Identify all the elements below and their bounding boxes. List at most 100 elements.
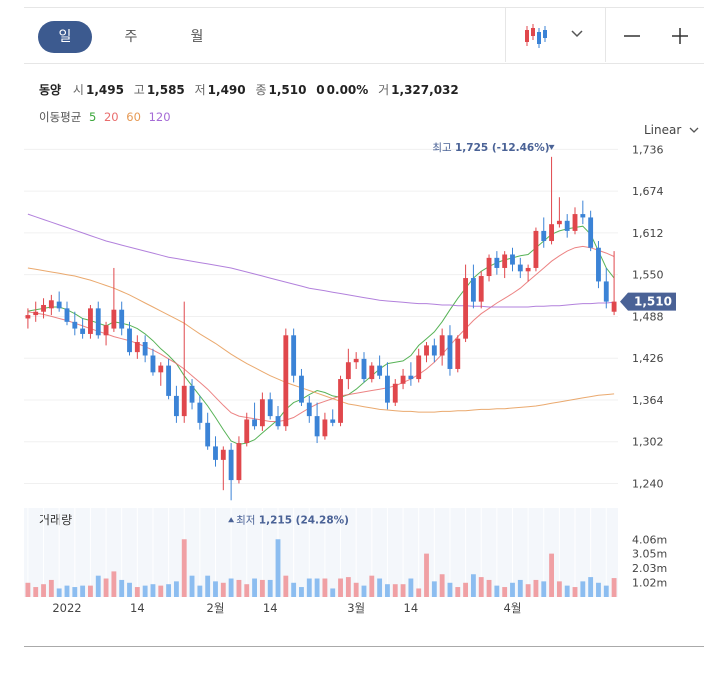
high-annotation-label: 최고 bbox=[432, 142, 455, 154]
x-tick-label: 3월 bbox=[347, 601, 365, 615]
candle bbox=[181, 301, 187, 423]
chevron-down-icon bbox=[571, 30, 583, 38]
volume-bar bbox=[603, 585, 609, 597]
volume-bar bbox=[353, 582, 359, 597]
candle-body bbox=[408, 375, 414, 380]
volume-bar bbox=[361, 585, 367, 597]
candle bbox=[400, 368, 406, 390]
volume-bar bbox=[408, 578, 414, 597]
chart-type-selector[interactable] bbox=[522, 22, 592, 50]
candle-body bbox=[455, 338, 461, 369]
period-tabs: 일 주 월 bbox=[38, 21, 236, 53]
candle bbox=[556, 197, 562, 228]
volume-bar bbox=[173, 581, 179, 597]
candle bbox=[463, 264, 469, 343]
volume-bar bbox=[392, 584, 398, 597]
low-value: 1,490 bbox=[207, 83, 246, 97]
candle-body bbox=[134, 342, 140, 353]
candle bbox=[330, 409, 336, 427]
tab-weekly[interactable]: 주 bbox=[124, 29, 138, 45]
change-value: 0 bbox=[316, 83, 325, 97]
candle bbox=[150, 348, 156, 376]
candle-body bbox=[158, 365, 164, 373]
tab-monthly[interactable]: 월 bbox=[190, 29, 204, 45]
candle-body bbox=[95, 308, 101, 336]
high-annotation-value: 1,725 (-12.46%) bbox=[455, 142, 550, 154]
candle bbox=[33, 301, 39, 322]
candle-body bbox=[205, 422, 211, 447]
ma-5-label: 5 bbox=[88, 110, 97, 124]
scale-selector[interactable]: Linear bbox=[644, 123, 699, 137]
volume-bar bbox=[486, 579, 492, 597]
tab-daily[interactable]: 일 bbox=[38, 21, 92, 53]
candle bbox=[455, 335, 461, 373]
volume-bar bbox=[596, 582, 601, 597]
candle bbox=[25, 308, 31, 329]
candle bbox=[361, 352, 367, 383]
candle bbox=[88, 304, 93, 339]
volume-bar bbox=[510, 582, 515, 597]
zoom-in-button[interactable] bbox=[666, 22, 694, 50]
zoom-out-button[interactable] bbox=[618, 22, 646, 50]
candle-body bbox=[267, 399, 273, 417]
candle-body bbox=[103, 325, 109, 336]
volume-bar bbox=[236, 579, 242, 597]
volume-bar bbox=[314, 578, 320, 597]
volume-bar bbox=[588, 577, 594, 597]
volume-bar bbox=[103, 578, 109, 597]
high-value: 1,585 bbox=[146, 83, 185, 97]
volume-bar bbox=[345, 577, 351, 597]
candle-body bbox=[166, 365, 172, 396]
candle bbox=[56, 291, 62, 312]
x-tick-label: 2월 bbox=[207, 601, 225, 615]
candle bbox=[80, 318, 86, 339]
minus-icon bbox=[624, 35, 640, 37]
candle bbox=[95, 301, 101, 339]
candle-body bbox=[291, 335, 297, 376]
ma120-line bbox=[27, 213, 615, 308]
volume-bar bbox=[424, 553, 429, 597]
candle-body bbox=[611, 301, 617, 312]
candle-body bbox=[556, 220, 562, 225]
candle bbox=[572, 207, 578, 235]
candle-body bbox=[252, 419, 257, 427]
toolbar-divider bbox=[605, 8, 606, 62]
candle bbox=[416, 348, 422, 383]
candle-body bbox=[189, 385, 195, 403]
candle bbox=[431, 338, 437, 363]
ma5-line bbox=[27, 225, 615, 445]
scale-label: Linear bbox=[644, 123, 682, 137]
candle bbox=[64, 301, 70, 326]
high-label: 고 bbox=[133, 83, 145, 97]
candle-body bbox=[580, 214, 586, 218]
last-price-label: 1,510 bbox=[634, 295, 672, 309]
low-marker bbox=[228, 517, 235, 523]
candle-body bbox=[533, 230, 539, 268]
candle bbox=[564, 214, 570, 238]
candle bbox=[166, 358, 172, 400]
candle bbox=[377, 355, 383, 380]
candle bbox=[205, 412, 211, 450]
candle bbox=[549, 156, 554, 245]
candle bbox=[510, 247, 515, 272]
candle-body bbox=[517, 264, 523, 272]
volume-bar bbox=[494, 585, 500, 597]
candle bbox=[517, 257, 523, 279]
candle-body bbox=[213, 446, 218, 460]
candle-body bbox=[525, 267, 531, 272]
candle-body bbox=[470, 278, 476, 302]
volume-bar bbox=[134, 587, 140, 597]
candle bbox=[439, 328, 445, 366]
candle-body bbox=[181, 385, 187, 417]
volume-bar bbox=[330, 588, 336, 597]
volume-bar bbox=[447, 582, 453, 597]
candle bbox=[611, 251, 617, 316]
volume-bar bbox=[244, 584, 250, 597]
volume-bar bbox=[283, 575, 289, 597]
high-annotation: 최고 1,725 (-12.46%) bbox=[432, 142, 549, 154]
stock-name: 동양 bbox=[39, 83, 62, 97]
ma-legend-label: 이동평균 bbox=[39, 110, 82, 124]
volume-bar bbox=[252, 578, 257, 597]
volume-panel-label: 거래량 bbox=[39, 513, 72, 527]
